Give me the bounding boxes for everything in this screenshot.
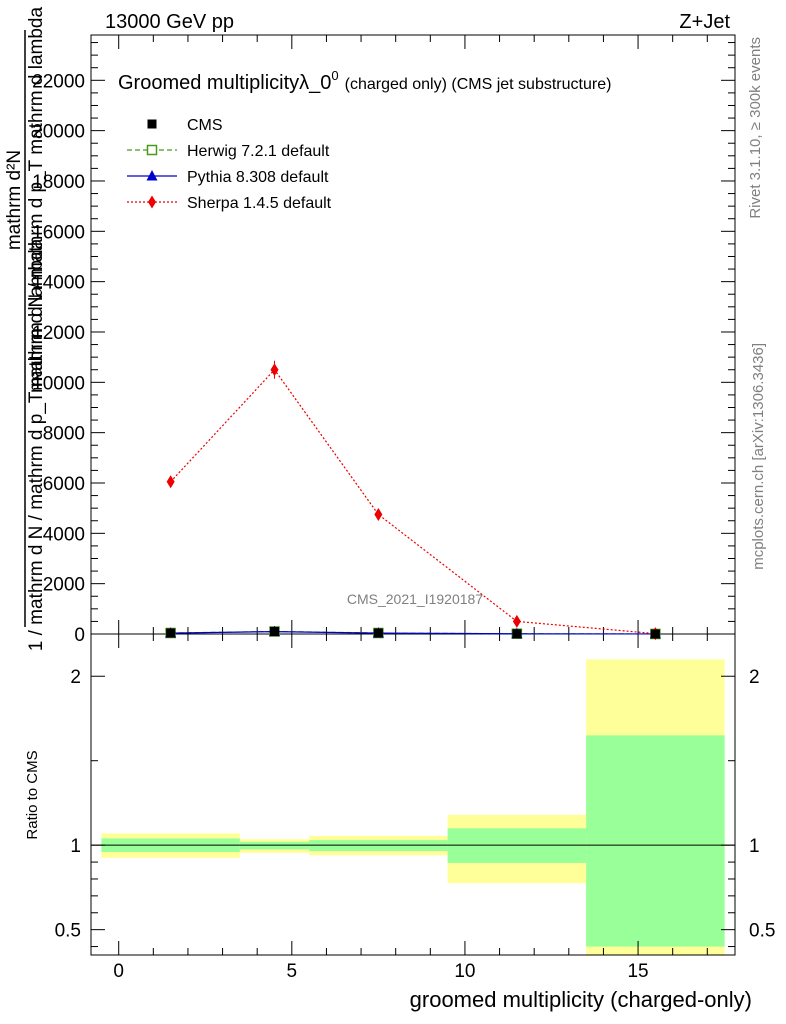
main-ytick-label-1: 2000	[43, 575, 85, 596]
main-ytick-label-0: 0	[74, 625, 85, 646]
ratio-ytick-label-right-1: 1	[749, 836, 760, 857]
ratio-ytick-label-right-0: 0.5	[749, 921, 775, 942]
legend-label-herwig: Herwig 7.2.1 default	[187, 143, 330, 160]
main-ytick-label-10: 20000	[32, 122, 85, 143]
plot-title-sub: (charged only) (CMS jet substructure)	[345, 76, 612, 93]
legend-marker-herwig	[146, 144, 158, 156]
main-ytick-label-5: 10000	[32, 373, 85, 394]
point-cms-2	[373, 628, 383, 638]
ratio-ytick-label-right-2: 2	[749, 667, 760, 688]
main-ylabel-numerator: mathrm d²N	[4, 150, 25, 250]
energy-label: 13000 GeV pp	[105, 11, 234, 33]
ratio-bands	[91, 659, 735, 955]
legend-label-sherpa: Sherpa 1.4.5 default	[187, 195, 332, 212]
ratio-axes: 0 5 10 15 0.5 0.5 1 1 2 2	[55, 634, 775, 982]
series-layer	[165, 360, 661, 641]
point-sherpa-1	[270, 363, 279, 377]
x-tick-label-2: 10	[454, 961, 475, 982]
ratio-ytick-label-2: 2	[70, 667, 81, 688]
point-cms-1	[270, 626, 280, 636]
main-ylabel-lower: 1 / mathrm d N / mathrm d p_T mathrm d l…	[26, 238, 47, 651]
point-cms-0	[166, 628, 176, 638]
plot-title-main: Groomed multiplicityλ_0	[118, 72, 331, 94]
main-ytick-label-11: 22000	[32, 71, 85, 92]
main-ytick-label-3: 6000	[43, 474, 85, 495]
x-tick-label-3: 15	[627, 961, 648, 982]
ratio-ylabel: Ratio to CMS	[24, 750, 41, 839]
series-line-sherpa	[170, 368, 656, 635]
main-ytick-label-6: 12000	[32, 323, 85, 344]
plot-title-sup: 0	[331, 68, 338, 83]
ratio-band-green-4	[586, 735, 725, 947]
point-cms-4	[650, 629, 660, 639]
point-cms-3	[512, 629, 522, 639]
x-axis-label: groomed multiplicity (charged-only)	[410, 987, 752, 1012]
main-ytick-label-8: 16000	[32, 222, 85, 243]
plot-title: Groomed multiplicityλ_00 (charged only) (…	[118, 68, 611, 94]
main-ytick-label-4: 8000	[43, 424, 85, 445]
point-sherpa-3	[512, 614, 521, 628]
legend-marker-sherpa	[148, 195, 156, 209]
legend-marker-pythia	[146, 170, 158, 181]
x-tick-label-1: 5	[287, 961, 298, 982]
point-sherpa-2	[374, 507, 383, 521]
main-ytick-label-7: 14000	[32, 273, 85, 294]
ratio-plot-frame	[90, 633, 736, 956]
legend-label-cms: CMS	[187, 117, 223, 134]
analysis-id: CMS_2021_I1920187	[347, 591, 483, 607]
main-ytick-label-9: 18000	[32, 172, 85, 193]
ratio-ytick-label-0: 0.5	[55, 921, 81, 942]
legend-label-pythia: Pythia 8.308 default	[187, 169, 329, 186]
main-ylabel-upper: mathrm d N / mathrm d p_T mathrm d lambd…	[26, 7, 47, 394]
main-ytick-label-2: 4000	[43, 524, 85, 545]
legend-marker-cms	[147, 119, 157, 129]
process-label: Z+Jet	[679, 11, 730, 33]
rivet-label: Rivet 3.1.10, ≥ 300k events	[747, 37, 764, 219]
point-sherpa-0	[166, 475, 175, 489]
x-tick-label-0: 0	[113, 961, 124, 982]
ratio-ytick-label-1: 1	[70, 836, 81, 857]
mcplots-label: mcplots.cern.ch [arXiv:1306.3436]	[750, 343, 767, 570]
legend: CMS Herwig 7.2.1 default Pythia 8.308 defa…	[127, 117, 332, 212]
main-axes: 0 2000 4000 6000 8000 10000 12000 14000 16000 180…	[32, 35, 735, 646]
